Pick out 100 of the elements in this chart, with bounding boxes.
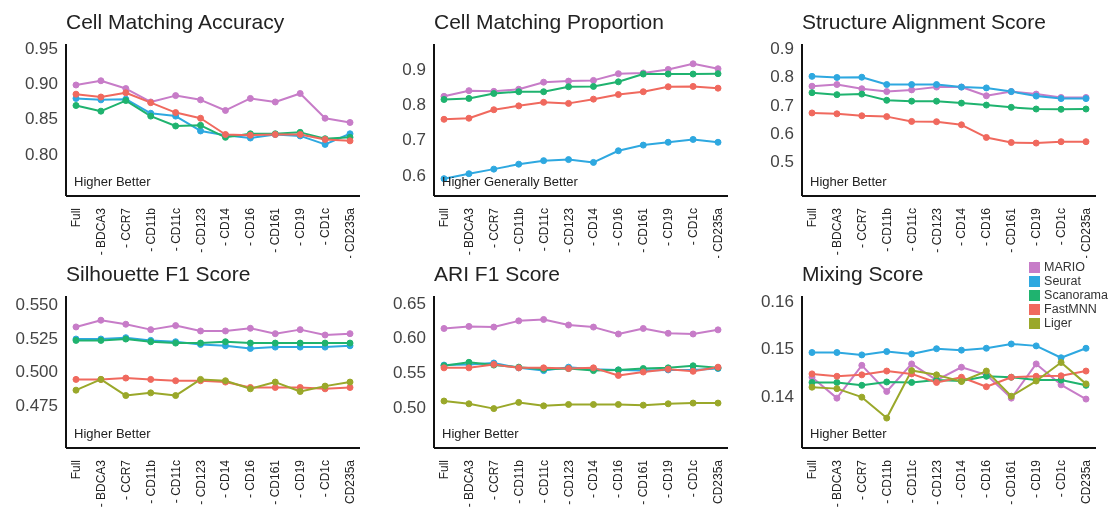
y-tick-label: 0.14: [760, 386, 794, 406]
annotation: Higher Better: [810, 174, 887, 189]
x-tick-label: - CD14: [954, 459, 969, 499]
x-tick-label: - CD16: [979, 459, 994, 499]
y-tick-label: 0.7: [770, 95, 794, 115]
x-tick-label: - CD11c: [536, 208, 551, 252]
x-tick-label: - CD161: [636, 459, 651, 505]
y-tick-label: 0.8: [770, 67, 794, 87]
legend-label: Liger: [1044, 316, 1072, 330]
x-tick-label: - CD16: [611, 459, 626, 499]
x-tick-label: - CD11c: [904, 208, 919, 252]
x-tick-label: CD235a: [343, 459, 357, 505]
x-tick-label: - CD16: [611, 207, 626, 247]
x-tick-label: Full: [69, 208, 83, 228]
x-tick-label: CD235a: [711, 459, 725, 505]
x-tick-label: CD235a: [1079, 459, 1093, 505]
y-tick-label: 0.60: [392, 328, 426, 348]
x-tick-label: - CD19: [293, 207, 308, 247]
y-tick-label: 0.90: [24, 73, 58, 93]
y-tick-label: 0.16: [760, 291, 794, 311]
x-tick-label: - CD11c: [168, 460, 183, 504]
x-tick-label: Full: [69, 460, 83, 480]
x-tick-label: - CD11b: [879, 207, 894, 252]
chart-title: Mixing Score: [802, 262, 924, 286]
x-tick-label: - CD123: [193, 459, 208, 505]
x-tick-label: - CD123: [929, 459, 944, 505]
y-tick-label: 0.80: [24, 144, 58, 164]
x-tick-label: - BDCA3: [829, 459, 844, 508]
x-tick-label: - CD19: [1029, 459, 1044, 499]
x-tick-label: Full: [805, 460, 819, 480]
x-tick-label: - CD1c: [1054, 208, 1069, 246]
annotation: Higher Better: [74, 174, 151, 189]
x-tick-label: - CD11c: [168, 208, 183, 252]
x-tick-label: - CD235a: [343, 207, 357, 260]
x-tick-label: - CD1c: [686, 208, 701, 246]
x-tick-label: - CD161: [1004, 207, 1019, 253]
y-tick-label: 0.55: [392, 363, 426, 383]
x-tick-label: - CD16: [243, 459, 258, 499]
x-tick-label: - CD123: [561, 459, 576, 505]
y-tick-label: 0.6: [402, 165, 426, 185]
x-tick-label: - CCR7: [486, 207, 501, 249]
y-tick-label: 0.500: [15, 362, 58, 382]
y-tick-label: 0.475: [15, 395, 58, 415]
x-tick-label: - CD11c: [904, 460, 919, 504]
x-tick-label: - CD19: [293, 459, 308, 499]
x-tick-label: Full: [805, 208, 819, 228]
x-tick-label: - BDCA3: [461, 207, 476, 256]
legend-label: Scanorama: [1044, 288, 1108, 302]
x-tick-label: - CD1c: [686, 460, 701, 498]
x-tick-label: - CD16: [243, 207, 258, 247]
x-tick-label: - CD161: [1004, 459, 1019, 505]
x-tick-label: - CD235a: [1079, 207, 1093, 260]
x-tick-label: - CD161: [636, 207, 651, 253]
y-tick-label: 0.6: [770, 123, 794, 143]
x-tick-label: - CD14: [218, 207, 233, 247]
x-tick-label: - CD19: [661, 459, 676, 499]
y-tick-label: 0.9: [770, 39, 794, 59]
x-tick-label: - CD14: [586, 459, 601, 499]
x-tick-label: - CD161: [268, 207, 283, 253]
x-tick-label: - CD19: [1029, 207, 1044, 247]
x-tick-label: - CD1c: [318, 460, 333, 498]
x-tick-label: - CD161: [268, 459, 283, 505]
x-tick-label: - CCR7: [854, 459, 869, 501]
chart-title: Cell Matching Accuracy: [66, 10, 285, 34]
y-tick-label: 0.550: [15, 295, 58, 315]
y-tick-label: 0.85: [24, 109, 58, 129]
x-tick-label: - CCR7: [118, 207, 133, 249]
x-tick-label: Full: [437, 208, 451, 228]
x-tick-label: - CD11b: [143, 459, 158, 504]
legend-label: Seurat: [1044, 274, 1081, 288]
x-tick-label: - CD14: [954, 207, 969, 247]
x-tick-label: - CCR7: [118, 459, 133, 501]
x-tick-label: - CD235a: [711, 207, 725, 260]
y-tick-label: 0.9: [402, 59, 426, 79]
legend-label: FastMNN: [1044, 302, 1097, 316]
y-tick-label: 0.50: [392, 397, 426, 417]
x-tick-label: - CCR7: [486, 459, 501, 501]
x-tick-label: Full: [437, 460, 451, 480]
annotation: Higher Better: [74, 426, 151, 441]
annotation: Higher Generally Better: [442, 174, 578, 189]
x-tick-label: - CD123: [929, 207, 944, 253]
legend-label: MARIO: [1044, 260, 1086, 274]
chart-title: Cell Matching Proportion: [434, 10, 664, 34]
x-tick-label: - CD1c: [1054, 460, 1069, 498]
x-tick-label: - CD19: [661, 207, 676, 247]
x-tick-label: - BDCA3: [829, 207, 844, 256]
x-tick-label: - CD14: [586, 207, 601, 247]
x-tick-label: - CD14: [218, 459, 233, 499]
x-tick-label: - CD1c: [318, 208, 333, 246]
x-tick-label: - CD11b: [511, 207, 526, 252]
y-tick-label: 0.15: [760, 339, 794, 359]
annotation: Higher Better: [810, 426, 887, 441]
x-tick-label: - CD11b: [511, 459, 526, 504]
chart-title: ARI F1 Score: [434, 262, 561, 286]
x-tick-label: - BDCA3: [93, 207, 108, 256]
x-tick-label: - CD123: [193, 207, 208, 253]
x-tick-label: - BDCA3: [461, 459, 476, 508]
chart-title: Structure Alignment Score: [802, 10, 1046, 34]
annotation: Higher Better: [442, 426, 519, 441]
y-tick-label: 0.5: [770, 151, 794, 171]
